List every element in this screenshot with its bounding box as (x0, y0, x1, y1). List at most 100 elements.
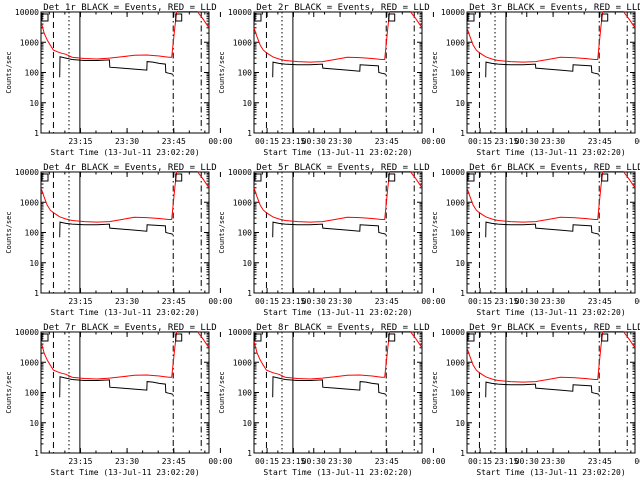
flag-box (467, 13, 475, 22)
y-tick-label: 10 (29, 419, 39, 428)
x-tick-label: 23:15 (68, 297, 92, 306)
y-tick-label: 10 (455, 419, 465, 428)
x-tick-label: 00:15 (468, 457, 492, 466)
y-tick-label: 10 (242, 259, 252, 268)
y-tick-label: 1000 (20, 38, 39, 47)
panel-title: Det 2r BLACK = Events, RED = LLD (256, 3, 429, 13)
events-series-line (485, 381, 600, 398)
y-tick-label: 10000 (228, 168, 252, 177)
panel-det-4: Det 4r BLACK = Events, RED = LLD11010010… (5, 163, 326, 317)
flag-box (175, 173, 183, 182)
x-axis-label: Start Time (13-Jul-11 23:02:20) (263, 148, 412, 157)
y-tick-label: 10 (29, 259, 39, 268)
y-tick-label: 1000 (233, 358, 252, 367)
x-tick-label: 23:30 (328, 137, 352, 146)
y-axis-label: Counts/sec (5, 211, 13, 253)
plot-frame (253, 11, 423, 134)
y-tick-label: 1 (460, 289, 465, 298)
x-axis-label: Start Time (13-Jul-11 23:02:20) (50, 308, 199, 317)
x-tick-label: 00:30 (515, 297, 539, 306)
y-tick-label: 10 (455, 99, 465, 108)
flag-box (254, 13, 262, 22)
events-series-line (59, 56, 174, 78)
x-tick-label: 00:00 (421, 137, 445, 146)
y-axis-label: Counts/sec (218, 211, 226, 253)
panel-title: Det 8r BLACK = Events, RED = LLD (256, 323, 429, 333)
panel-det-5: Det 5r BLACK = Events, RED = LLD11010010… (218, 163, 539, 317)
plot-frame (253, 171, 423, 294)
flag-box (601, 333, 609, 342)
flag-box (388, 173, 396, 182)
flag-box (175, 333, 183, 342)
panel-title: Det 7r BLACK = Events, RED = LLD (43, 323, 216, 333)
y-tick-label: 10000 (15, 168, 39, 177)
x-tick-label: 00:00 (634, 297, 640, 306)
x-tick-label: 23:45 (588, 297, 612, 306)
y-tick-label: 100 (238, 389, 253, 398)
y-tick-label: 100 (451, 69, 466, 78)
y-tick-label: 100 (25, 69, 40, 78)
events-series-line (272, 61, 387, 78)
events-series-line (272, 221, 387, 238)
x-tick-label: 00:30 (515, 457, 539, 466)
flag-box (41, 13, 49, 22)
x-tick-label: 23:30 (115, 297, 139, 306)
lld-series-line (467, 331, 635, 383)
plot-frame (466, 171, 636, 294)
y-axis-label: Counts/sec (5, 371, 13, 413)
plot-frame (40, 331, 210, 454)
y-tick-label: 1000 (20, 358, 39, 367)
y-tick-label: 1000 (233, 198, 252, 207)
flag-box (467, 333, 475, 342)
x-tick-label: 00:15 (468, 137, 492, 146)
x-axis-label: Start Time (13-Jul-11 23:02:20) (50, 468, 199, 477)
events-series-line (59, 221, 174, 238)
panel-title: Det 1r BLACK = Events, RED = LLD (43, 3, 216, 13)
y-axis-label: Counts/sec (218, 51, 226, 93)
events-series-line (59, 376, 174, 398)
plot-frame (466, 331, 636, 454)
events-series-line (485, 61, 600, 78)
y-tick-label: 1000 (446, 358, 465, 367)
x-tick-label: 23:45 (588, 457, 612, 466)
events-series-line (485, 221, 600, 238)
x-tick-label: 23:30 (328, 297, 352, 306)
x-tick-label: 00:00 (421, 297, 445, 306)
flag-box (467, 173, 475, 182)
x-tick-label: 00:00 (634, 137, 640, 146)
flag-box (41, 333, 49, 342)
lld-series-line (467, 11, 635, 63)
y-tick-label: 10000 (441, 328, 465, 337)
y-tick-label: 10000 (228, 328, 252, 337)
y-tick-label: 1000 (446, 38, 465, 47)
x-tick-label: 23:15 (494, 297, 518, 306)
y-axis-label: Counts/sec (5, 51, 13, 93)
x-tick-label: 00:15 (255, 297, 279, 306)
y-axis-label: Counts/sec (431, 371, 439, 413)
x-tick-label: 23:45 (375, 457, 399, 466)
x-tick-label: 23:30 (115, 457, 139, 466)
y-tick-label: 1 (247, 449, 252, 458)
lld-series-line (254, 331, 422, 380)
panel-title: Det 4r BLACK = Events, RED = LLD (43, 163, 216, 173)
plot-frame (466, 11, 636, 134)
y-axis-label: Counts/sec (431, 211, 439, 253)
panel-det-9: Det 9r BLACK = Events, RED = LLD 1 10 100 10… (431, 323, 640, 477)
x-tick-label: 23:30 (541, 457, 565, 466)
panel-title: Det 9r BLACK = Events, RED = LLD (469, 323, 640, 333)
y-tick-label: 100 (238, 229, 253, 238)
x-axis-label: Start Time (13-Jul-11 23:02:20) (476, 308, 625, 317)
y-tick-label: 10000 (15, 8, 39, 17)
plot-frame (40, 11, 210, 134)
x-tick-label: 00:30 (515, 137, 539, 146)
y-tick-label: 10000 (441, 168, 465, 177)
panel-det-6: Det 6r BLACK = Events, RED = LLD 1 10 100 10… (431, 163, 640, 317)
panel-det-2: Det 2r BLACK = Events, RED = LLD11010010… (218, 3, 539, 157)
lld-series-line (41, 11, 209, 60)
flag-box (601, 13, 609, 22)
lld-series-line (467, 171, 635, 223)
x-tick-label: 23:45 (375, 297, 399, 306)
x-tick-label: 23:15 (281, 137, 305, 146)
y-tick-label: 10000 (441, 8, 465, 17)
